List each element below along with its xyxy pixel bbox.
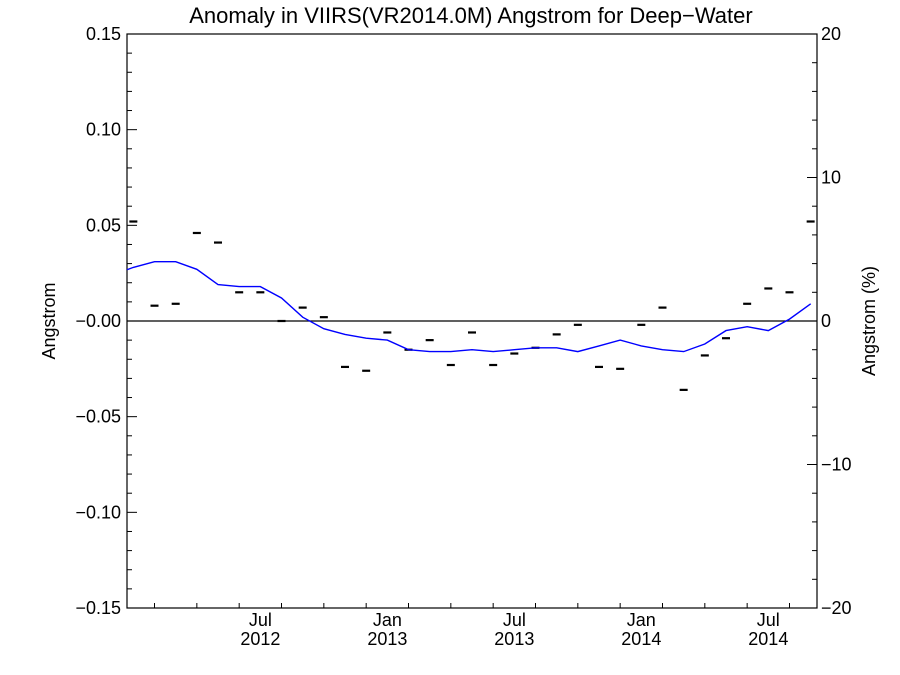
x-tick-label-month: Jul [757,610,780,630]
y-tick-label: −0.10 [75,502,121,522]
x-tick-label-year: 2012 [240,629,280,649]
anomaly-markers [129,220,815,391]
y-tick-label: −0.15 [75,598,121,618]
x-tick-label-month: Jul [249,610,272,630]
y-axis-title-left: Angstrom [39,282,59,359]
y-tick-label: 0.10 [86,120,121,140]
series-line-smoothed [126,261,812,353]
x-tick-label-month: Jul [503,610,526,630]
x-tick-label-year: 2013 [494,629,534,649]
y-tick-label: −0.05 [75,407,121,427]
y-axis-title-right: Angstrom (%) [859,266,879,376]
y-axis-right-labels: −20 −10 0 10 20 [821,24,852,618]
y-right-tick-label: −10 [821,455,852,475]
y-right-tick-label: 10 [821,168,841,188]
axis-ticks [127,33,817,609]
x-tick-label-year: 2014 [621,629,661,649]
x-tick-label-month: Jan [373,610,402,630]
x-tick-label-year: 2014 [748,629,788,649]
chart-title: Anomaly in VIIRS(VR2014.0M) Angstrom for… [189,3,752,28]
y-right-tick-label: 20 [821,24,841,44]
y-tick-label: 0.15 [86,24,121,44]
y-tick-label: 0.05 [86,215,121,235]
y-right-tick-label: 0 [821,311,831,331]
y-axis-left-labels: −0.15 −0.10 −0.05 −0.00 0.05 0.10 0.15 [75,24,121,618]
x-tick-label-month: Jan [627,610,656,630]
x-tick-label-year: 2013 [367,629,407,649]
y-right-tick-label: −20 [821,598,852,618]
y-tick-label: −0.00 [75,311,121,331]
